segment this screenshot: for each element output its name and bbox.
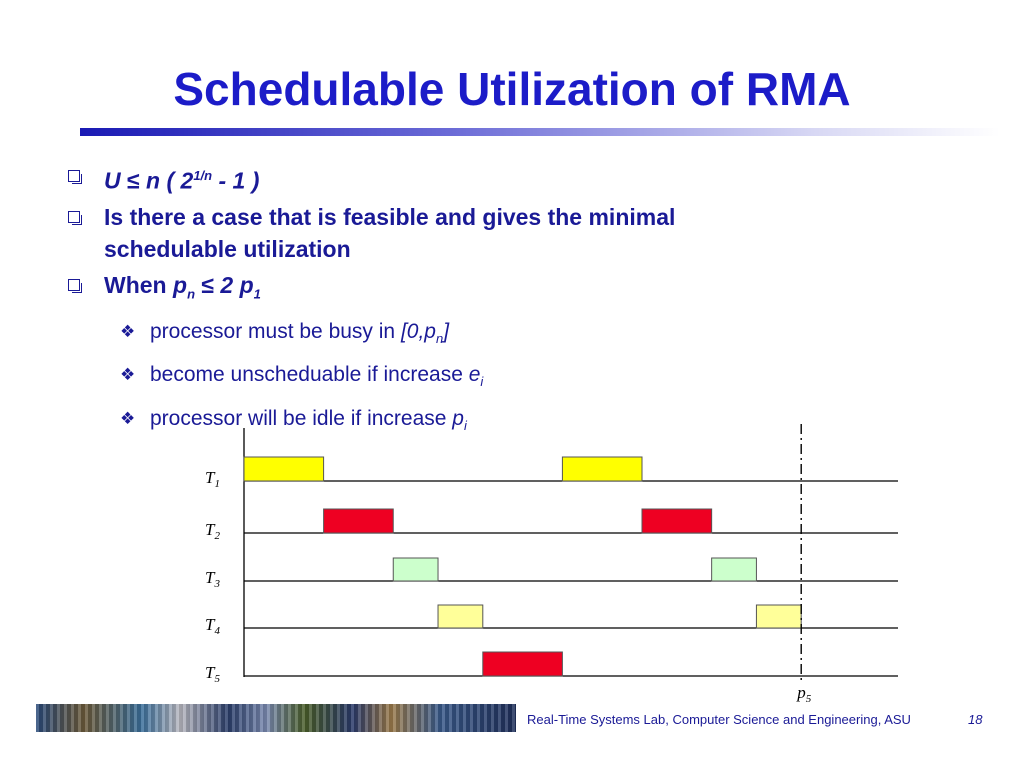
bullet-when: When pn ≤ 2 p1 bbox=[66, 269, 966, 311]
when-prefix: When bbox=[104, 271, 173, 298]
when-n: n bbox=[187, 286, 196, 302]
bound-le: ≤ bbox=[127, 167, 140, 194]
task-label-sub: 4 bbox=[214, 625, 220, 637]
minimal-line2: schedulable utilization bbox=[104, 235, 351, 262]
bound-rest: n ( 2 bbox=[146, 167, 194, 194]
sub-ital: p bbox=[452, 406, 464, 430]
when-two: 2 bbox=[220, 271, 240, 298]
task-label: T4 bbox=[205, 615, 220, 637]
bullet-list: U ≤ n ( 21/n - 1 ) Is there a case that … bbox=[66, 160, 966, 444]
sub-ital: e bbox=[468, 363, 481, 387]
job-block bbox=[323, 508, 394, 534]
task-label-sub: 1 bbox=[214, 478, 220, 490]
checkbox-bullet-icon bbox=[68, 278, 82, 293]
slide-title: Schedulable Utilization of RMA bbox=[173, 63, 851, 115]
footer-text: Real-Time Systems Lab, Computer Science … bbox=[527, 712, 911, 727]
sub-bullet-busy: ❖ processor must be busy in [0,pn] bbox=[66, 314, 966, 357]
bound-u: U bbox=[104, 167, 121, 194]
sub-end: ] bbox=[443, 320, 450, 344]
sub-sub: i bbox=[463, 417, 467, 433]
bound-tail: - 1 ) bbox=[212, 167, 260, 194]
job-block bbox=[711, 557, 757, 582]
when-p1: p bbox=[239, 271, 254, 298]
diamond-bullet-icon: ❖ bbox=[120, 408, 136, 428]
task-label: T5 bbox=[205, 663, 220, 685]
job-block bbox=[641, 508, 713, 534]
sub-bullet-idle: ❖ processor will be idle if increase pi bbox=[66, 401, 966, 444]
sub-text: processor will be idle if increase bbox=[150, 406, 453, 430]
job-block bbox=[482, 651, 563, 677]
job-block bbox=[755, 604, 802, 629]
job-block bbox=[392, 557, 439, 582]
diamond-bullet-icon: ❖ bbox=[120, 365, 136, 385]
page-number: 18 bbox=[968, 712, 983, 727]
diamond-bullet-icon: ❖ bbox=[120, 322, 136, 342]
task-label: T1 bbox=[205, 468, 220, 490]
sub-text: become unscheduable if increase bbox=[150, 363, 469, 387]
footer-image-strip bbox=[36, 704, 516, 732]
task-label-sub: 2 bbox=[214, 530, 220, 542]
task-label: T2 bbox=[205, 520, 220, 542]
title-underline bbox=[80, 128, 1000, 136]
sub-sub: n bbox=[435, 331, 444, 347]
sub-ital: [0,p bbox=[400, 320, 436, 344]
period-marker-label: p5 bbox=[796, 683, 812, 705]
job-block bbox=[243, 456, 325, 482]
when-le: ≤ bbox=[201, 271, 215, 298]
task-label-sub: 5 bbox=[214, 673, 220, 685]
checkbox-bullet-icon bbox=[68, 210, 82, 225]
job-block bbox=[437, 604, 484, 629]
bound-sup: 1/n bbox=[193, 168, 213, 183]
when-p: p bbox=[173, 271, 188, 298]
bullet-utilization-bound: U ≤ n ( 21/n - 1 ) bbox=[66, 160, 966, 197]
when-one: 1 bbox=[253, 286, 261, 302]
job-block bbox=[561, 456, 643, 482]
checkbox-bullet-icon bbox=[68, 170, 82, 184]
sub-bullet-unschedulable: ❖ become unscheduable if increase ei bbox=[66, 357, 966, 400]
bullet-minimal-case: Is there a case that is feasible and giv… bbox=[66, 201, 966, 265]
sub-sub: i bbox=[480, 374, 484, 390]
period-marker-sub: 5 bbox=[806, 693, 812, 705]
minimal-line1: Is there a case that is feasible and giv… bbox=[104, 203, 676, 230]
task-label: T3 bbox=[205, 568, 220, 590]
sub-text: processor must be busy in bbox=[150, 320, 401, 344]
task-label-sub: 3 bbox=[213, 578, 220, 590]
